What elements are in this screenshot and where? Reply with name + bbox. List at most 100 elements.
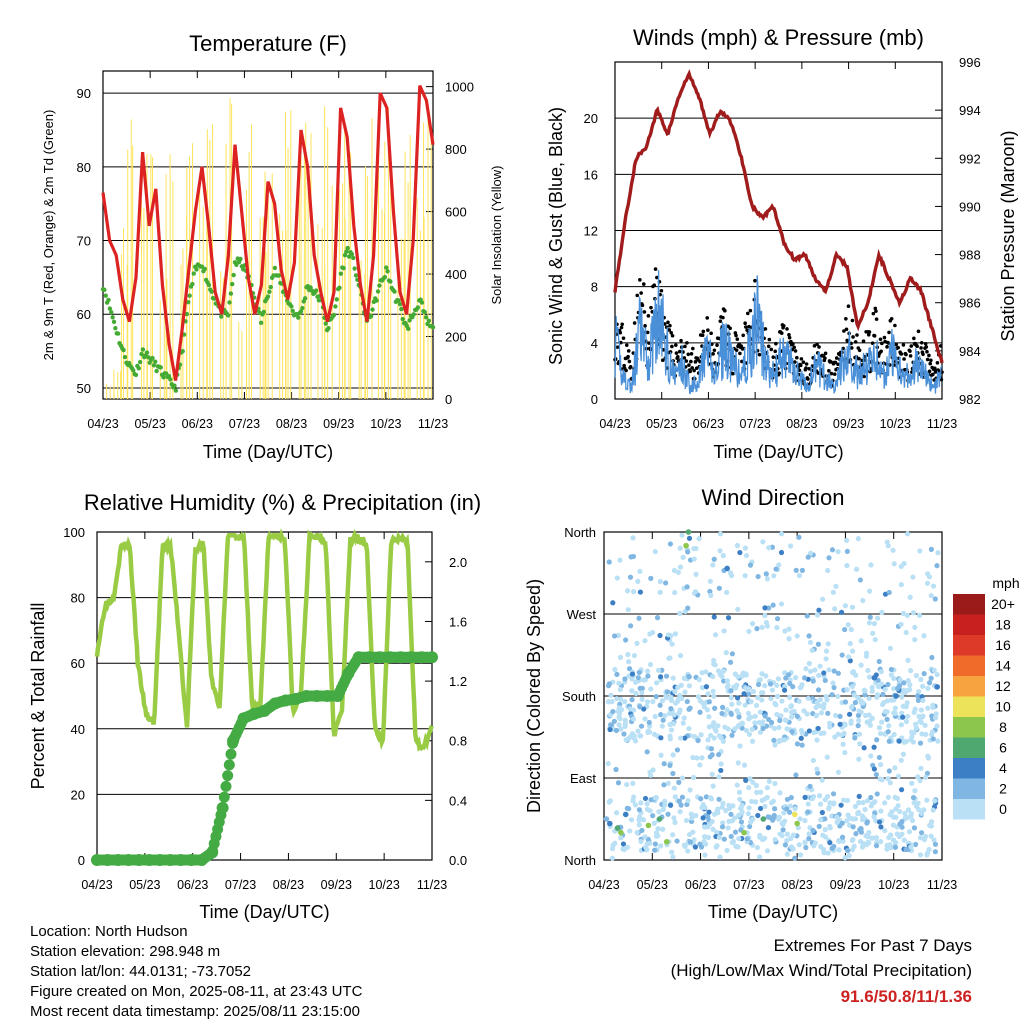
direction-point bbox=[640, 677, 647, 683]
direction-point bbox=[847, 658, 853, 664]
direction-point bbox=[844, 563, 850, 569]
gust-point bbox=[715, 343, 719, 347]
direction-point bbox=[859, 817, 866, 823]
direction-point bbox=[679, 532, 685, 538]
direction-point bbox=[885, 794, 891, 800]
gust-point bbox=[767, 337, 772, 342]
direction-point bbox=[874, 791, 880, 797]
rh-ytick-label: 0 bbox=[78, 853, 85, 868]
direction-point bbox=[796, 842, 802, 848]
direction-point bbox=[739, 802, 745, 808]
direction-point bbox=[885, 776, 891, 782]
dewpoint-point bbox=[110, 315, 115, 320]
gust-point bbox=[632, 321, 637, 325]
direction-point bbox=[805, 554, 811, 560]
temp-ytick-label: 80 bbox=[77, 160, 91, 175]
direction-point bbox=[918, 810, 925, 816]
direction-point bbox=[653, 830, 660, 836]
direction-point bbox=[870, 630, 876, 636]
direction-point bbox=[900, 610, 907, 617]
direction-point bbox=[909, 780, 915, 786]
direction-point bbox=[873, 771, 880, 778]
direction-point bbox=[895, 773, 902, 779]
direction-point bbox=[851, 843, 857, 849]
direction-point bbox=[860, 700, 866, 706]
direction-point bbox=[655, 826, 661, 832]
direction-point bbox=[678, 682, 684, 688]
direction-point bbox=[891, 710, 897, 716]
direction-point bbox=[628, 817, 635, 823]
direction-point bbox=[645, 822, 652, 829]
direction-point bbox=[661, 761, 667, 767]
dewpoint-point bbox=[370, 307, 375, 312]
temp-title: Temperature (F) bbox=[189, 31, 347, 56]
direction-point bbox=[712, 705, 718, 711]
dewpoint-point bbox=[268, 284, 273, 290]
gust-point bbox=[653, 267, 658, 271]
direction-point bbox=[665, 811, 671, 817]
direction-point bbox=[638, 838, 644, 845]
direction-point bbox=[928, 675, 934, 681]
rh-xtick-label: 05/23 bbox=[129, 878, 160, 892]
direction-point bbox=[869, 688, 875, 694]
direction-point bbox=[630, 780, 636, 786]
direction-point bbox=[741, 691, 747, 697]
direction-point bbox=[611, 633, 618, 639]
direction-point bbox=[810, 678, 816, 684]
dewpoint-point bbox=[400, 316, 405, 322]
direction-point bbox=[672, 631, 679, 637]
direction-point bbox=[711, 693, 717, 699]
direction-point bbox=[928, 823, 934, 829]
direction-point bbox=[760, 816, 767, 822]
gust-point bbox=[677, 349, 682, 354]
direction-point bbox=[900, 751, 907, 757]
gust-point bbox=[621, 336, 626, 340]
direction-point bbox=[921, 837, 928, 843]
direction-point bbox=[882, 686, 888, 692]
temp-ytick-label: 60 bbox=[77, 307, 91, 322]
direction-point bbox=[679, 695, 685, 702]
direction-point bbox=[685, 848, 691, 854]
gust-point bbox=[743, 321, 747, 326]
dewpoint-point bbox=[219, 314, 224, 319]
direction-point bbox=[676, 779, 682, 785]
dewpoint-point bbox=[190, 281, 195, 287]
direction-point bbox=[820, 705, 827, 711]
direction-point bbox=[707, 795, 714, 801]
direction-point bbox=[821, 730, 827, 736]
direction-scatter bbox=[603, 529, 960, 861]
gust-point bbox=[829, 371, 834, 376]
gust-point bbox=[916, 329, 921, 334]
direction-point bbox=[819, 777, 825, 783]
direction-point bbox=[644, 668, 651, 674]
direction-point bbox=[647, 840, 653, 846]
gust-point bbox=[620, 322, 624, 327]
info-latlon: Station lat/lon: 44.0131; -73.7052 bbox=[30, 963, 252, 980]
direction-point bbox=[866, 620, 872, 626]
direction-point bbox=[686, 832, 693, 838]
direction-point bbox=[724, 565, 730, 572]
direction-point bbox=[730, 803, 736, 809]
legend-swatch bbox=[953, 614, 985, 635]
direction-point bbox=[715, 668, 722, 674]
direction-point bbox=[830, 680, 836, 686]
direction-point bbox=[677, 707, 683, 713]
precip-point bbox=[222, 770, 234, 782]
direction-point bbox=[903, 629, 909, 636]
dewpoint-point bbox=[136, 366, 141, 371]
direction-point bbox=[856, 800, 862, 806]
gust-point bbox=[659, 288, 664, 293]
dewpoint-point bbox=[397, 301, 403, 307]
wind-frame bbox=[614, 61, 943, 400]
direction-point bbox=[772, 780, 778, 787]
gust-point bbox=[908, 349, 912, 353]
legend-title: mph bbox=[992, 575, 1019, 591]
direction-point bbox=[749, 738, 756, 744]
direction-point bbox=[775, 676, 781, 682]
gust-point bbox=[646, 314, 651, 318]
direction-point bbox=[638, 733, 644, 739]
direction-point bbox=[773, 702, 779, 708]
direction-point bbox=[759, 797, 765, 804]
dewpoint-point bbox=[302, 296, 308, 301]
